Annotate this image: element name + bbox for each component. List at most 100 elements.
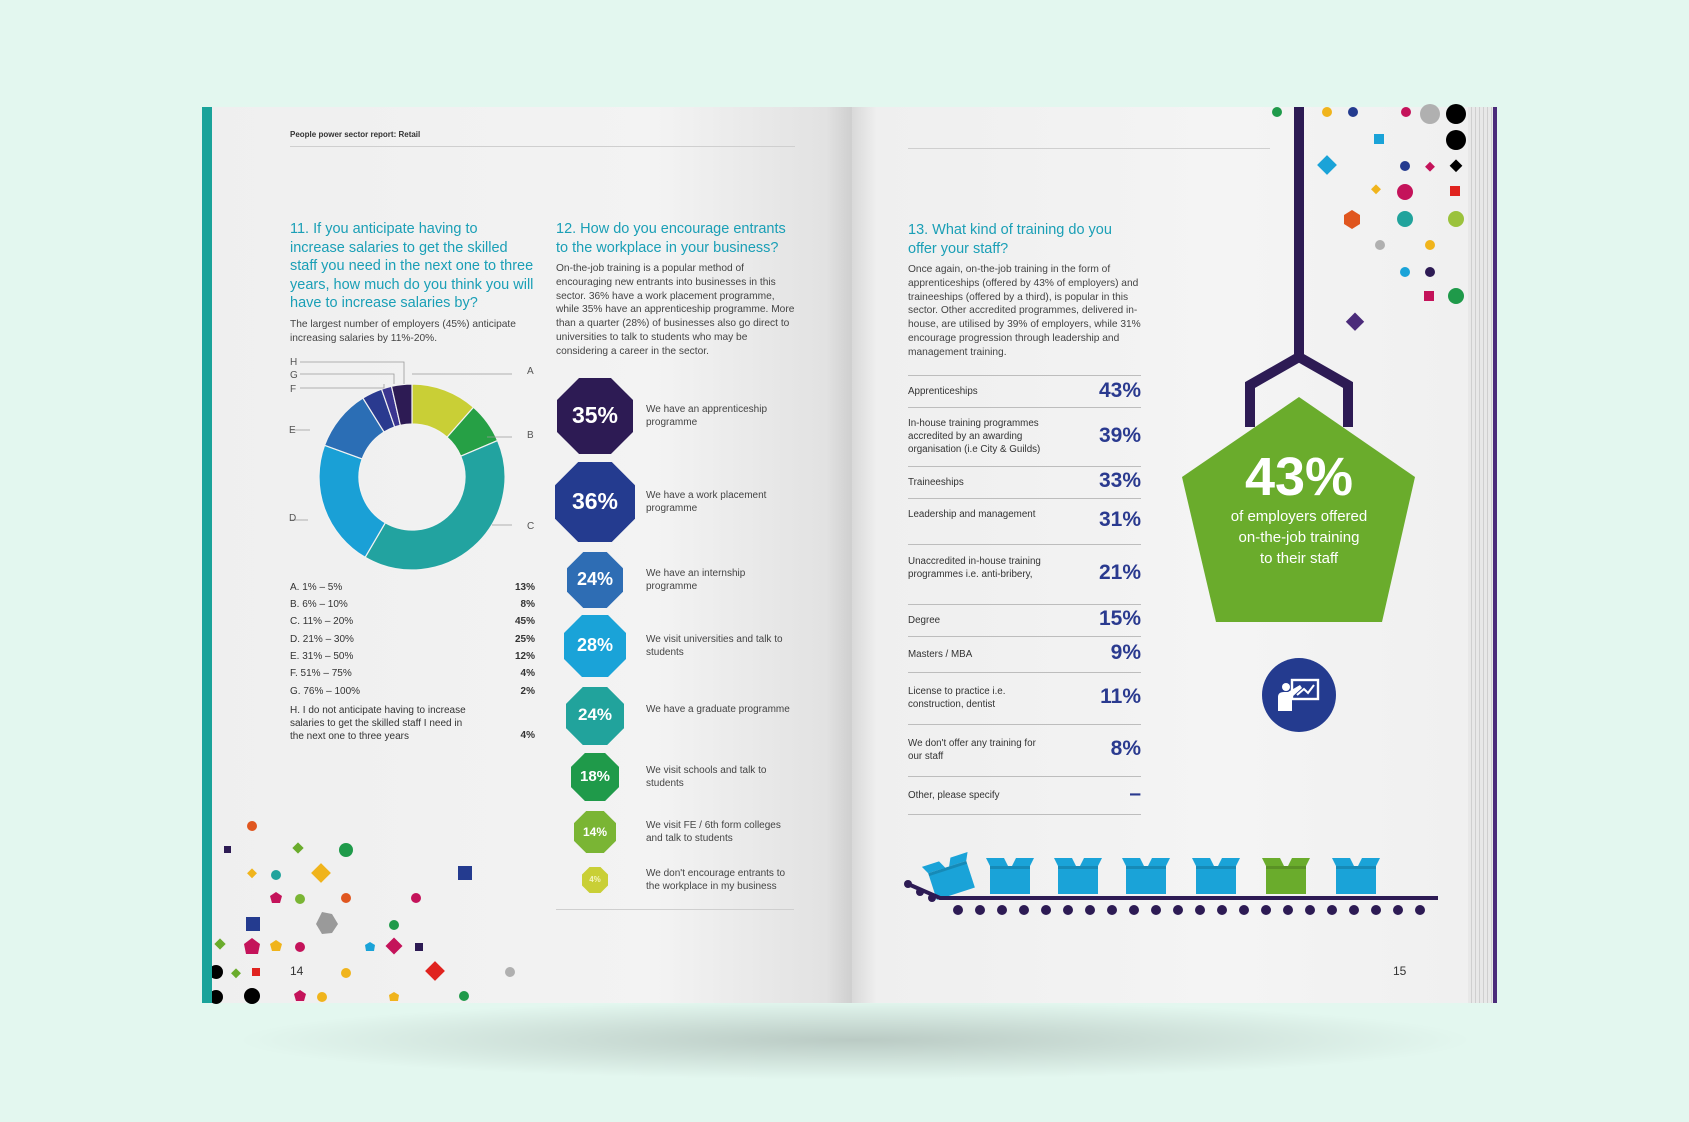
pie-label-e: E bbox=[289, 425, 296, 436]
q12-value: 24% bbox=[577, 705, 613, 725]
q13-row-label: Unaccredited in-house training programme… bbox=[908, 555, 1041, 580]
q12-label: We have an apprenticeship programme bbox=[646, 404, 768, 428]
q11-legend-value: 25% bbox=[514, 634, 535, 645]
q12-octagon-shape bbox=[571, 753, 619, 801]
q13-row-rule bbox=[908, 636, 1141, 637]
q12-value: 35% bbox=[571, 401, 619, 428]
conveyor-roller bbox=[916, 888, 924, 896]
conveyor-roller bbox=[1107, 905, 1117, 915]
q13-row-rule bbox=[908, 466, 1141, 467]
conveyor-belt-graphic bbox=[904, 852, 1438, 915]
conveyor-roller bbox=[1063, 905, 1073, 915]
callout-pentagon bbox=[1182, 397, 1415, 622]
q12-title: 12. How do you encourage entrants to the… bbox=[556, 221, 786, 256]
right-page-number: 15 bbox=[1393, 964, 1407, 978]
q12-bottom-rule bbox=[556, 909, 794, 910]
q12-label: We don't encourage entrants to the workp… bbox=[646, 868, 786, 892]
q12-octagon-shape bbox=[574, 811, 616, 853]
header-rule bbox=[290, 146, 795, 147]
q11-legend-value: 12% bbox=[514, 651, 535, 662]
right-header-rule bbox=[908, 148, 1270, 149]
callout-text: 43% of employers offered on-the-job trai… bbox=[1182, 448, 1416, 569]
q13-row-value: 15% bbox=[1098, 607, 1141, 630]
q12-octagon-badge bbox=[555, 462, 635, 542]
conveyor-roller bbox=[1151, 905, 1161, 915]
pie-label-d: D bbox=[289, 513, 297, 524]
q11-legend-label: E. 31% – 50% bbox=[290, 651, 354, 662]
q13-row-value: 8% bbox=[1110, 737, 1141, 760]
q11-title: 11. If you anticipate having to increase… bbox=[290, 221, 534, 311]
q11-legend-row: F. 51% – 75% 4% bbox=[290, 668, 535, 679]
leader-line-h bbox=[300, 361, 405, 384]
q12-value: 24% bbox=[576, 568, 614, 589]
q12-label: We have a work placement programme bbox=[646, 490, 767, 514]
q11-legend-row: A. 1% – 5% 13% bbox=[290, 582, 535, 593]
callout-line-2: on-the-job training bbox=[1238, 529, 1360, 546]
right-cover-edge bbox=[1493, 107, 1497, 1003]
q12-octagon-badge bbox=[582, 867, 608, 893]
q12-label: We visit universities and talk to studen… bbox=[646, 634, 783, 658]
q13-row-value: 39% bbox=[1098, 423, 1141, 447]
conveyor-roller bbox=[904, 880, 912, 888]
conveyor-roller bbox=[1305, 905, 1315, 915]
q13-row-value: 9% bbox=[1110, 641, 1141, 664]
conveyor-box bbox=[1262, 858, 1310, 894]
q12-octagon-badge bbox=[566, 687, 624, 745]
q11-legend-label: D. 21% – 30% bbox=[290, 634, 354, 645]
q12-octagon-shape bbox=[564, 615, 626, 677]
q12-value: 4% bbox=[589, 875, 601, 885]
conveyor-box bbox=[1192, 858, 1240, 894]
left-confetti-decoration bbox=[212, 821, 515, 1004]
conveyor-box bbox=[1122, 858, 1170, 894]
q12-label: We have a graduate programme bbox=[646, 704, 790, 715]
q11-legend-value: 8% bbox=[520, 599, 535, 610]
q13-row-value: 31% bbox=[1098, 508, 1141, 531]
donut-slice-c bbox=[364, 439, 506, 571]
conveyor-roller bbox=[1371, 905, 1381, 915]
pie-label-b: B bbox=[527, 430, 534, 441]
left-page-number: 14 bbox=[290, 964, 304, 978]
q11-legend-label: C. 11% – 20% bbox=[290, 616, 354, 627]
q13-row-rule bbox=[908, 544, 1141, 545]
conveyor-roller bbox=[1393, 905, 1403, 915]
q13-row-value: 43% bbox=[1098, 378, 1141, 402]
conveyor-roller bbox=[1041, 905, 1051, 915]
teacher-board-icon bbox=[1262, 658, 1336, 732]
q13-row-rule bbox=[908, 407, 1141, 408]
q11-legend-row: H. I do not anticipate having to increas… bbox=[290, 704, 535, 743]
q13-row-label: Leadership and management bbox=[908, 509, 1036, 520]
q13-title: 13. What kind of training do you offer y… bbox=[908, 222, 1112, 257]
q11-legend-label: F. 51% – 75% bbox=[290, 668, 352, 679]
q13-row-value: – bbox=[1129, 782, 1141, 805]
q12-value: 18% bbox=[579, 767, 611, 785]
q12-octagon-badge bbox=[574, 811, 616, 853]
q13-row-label: Traineeships bbox=[908, 476, 964, 488]
pie-label-c: C bbox=[527, 521, 535, 532]
q11-legend-row: D. 21% – 30% 25% bbox=[290, 634, 535, 645]
q13-row-value: 11% bbox=[1100, 685, 1141, 708]
conveyor-roller bbox=[928, 894, 936, 902]
q12-value: 36% bbox=[571, 487, 619, 514]
q11-legend-row: B. 6% – 10% 8% bbox=[290, 599, 535, 610]
q11-legend-label: H. I do not anticipate having to increas… bbox=[290, 705, 466, 742]
claw-callout-graphic bbox=[1182, 107, 1415, 732]
q12-octagon-shape bbox=[566, 687, 624, 745]
q12-intro: On-the-job training is a popular method … bbox=[556, 263, 795, 357]
q13-intro: Once again, on-the-job training in the f… bbox=[908, 264, 1141, 358]
conveyor-box bbox=[1332, 858, 1380, 894]
q13-top-rule bbox=[908, 375, 1141, 376]
q12-octagon-badge bbox=[557, 378, 633, 454]
callout-line-3: to their staff bbox=[1259, 550, 1339, 567]
conveyor-roller bbox=[1283, 905, 1293, 915]
q12-label: We visit FE / 6th form colleges and talk… bbox=[646, 820, 781, 844]
q11-donut-chart bbox=[290, 361, 512, 571]
q11-legend-value: 45% bbox=[514, 616, 535, 627]
q12-value: 14% bbox=[582, 824, 608, 839]
q11-legend-label: A. 1% – 5% bbox=[290, 582, 343, 593]
q11-legend-value: 4% bbox=[520, 668, 535, 679]
q11-legend-value: 4% bbox=[520, 730, 535, 741]
q12-octagon-badge bbox=[567, 552, 623, 608]
leader-line-g bbox=[300, 373, 395, 384]
q11-legend-row: G. 76% – 100% 2% bbox=[290, 686, 535, 697]
conveyor-box bbox=[921, 852, 975, 900]
